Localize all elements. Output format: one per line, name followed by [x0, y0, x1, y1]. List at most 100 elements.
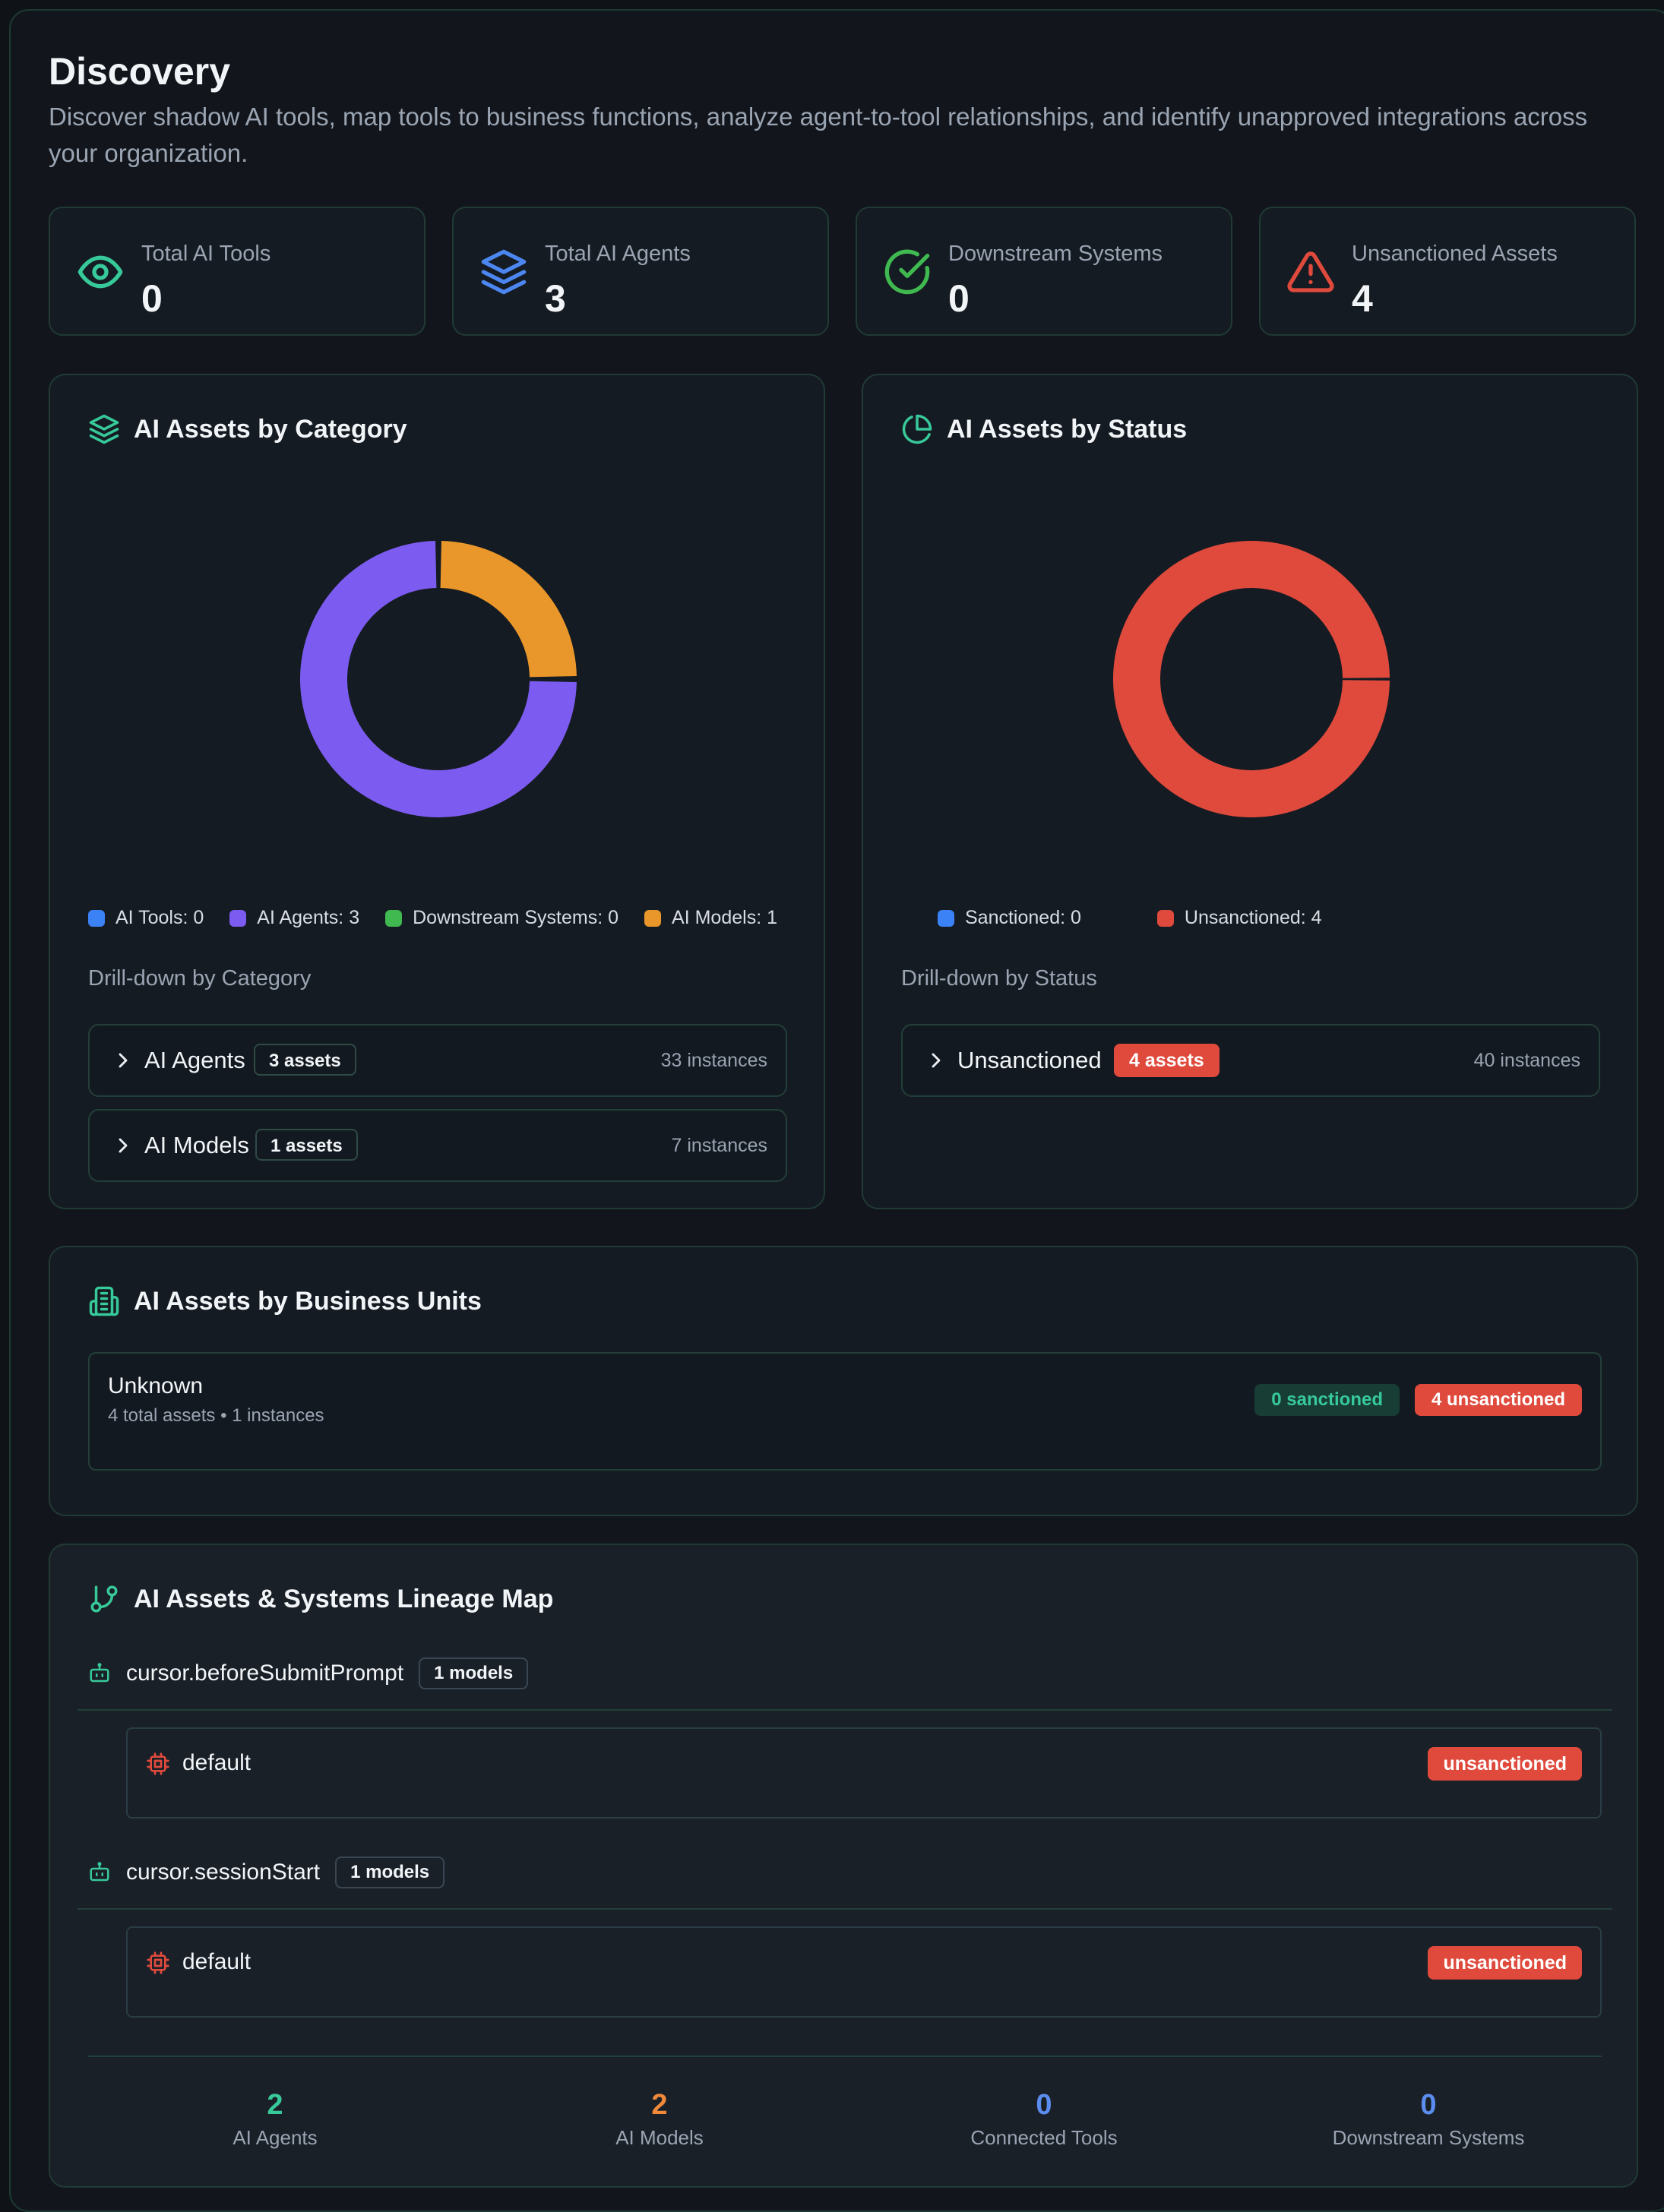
- business-unit-row[interactable]: Unknown 4 total assets • 1 instances 0 s…: [88, 1352, 1602, 1471]
- stat-label: Total AI Agents: [545, 242, 691, 266]
- stat-label: Unsanctioned Assets: [1352, 242, 1558, 266]
- drill-row-name: AI Models: [144, 1132, 249, 1158]
- status-legend: Sanctioned: 0 Unsanctioned: 4: [938, 907, 1322, 929]
- stat-value: 3: [545, 277, 566, 320]
- drill-down-label: Drill-down by Status: [901, 966, 1097, 991]
- lineage-agent-header[interactable]: cursor.sessionStart 1 models: [88, 1856, 445, 1888]
- summary-value: 0: [1420, 2089, 1437, 2121]
- divider: [78, 1908, 1612, 1910]
- model-count-badge: 1 models: [335, 1856, 445, 1888]
- git-branch-icon: [90, 1585, 118, 1613]
- model-count-badge: 1 models: [419, 1657, 529, 1689]
- legend-label: Downstream Systems: 0: [413, 907, 619, 928]
- legend-item-downstream-systems: Downstream Systems: 0: [385, 907, 618, 929]
- agent-name: cursor.sessionStart: [126, 1860, 321, 1885]
- legend-swatch: [385, 909, 403, 927]
- instance-count: 7 instances: [671, 1135, 767, 1156]
- summary-label: AI Agents: [233, 2126, 318, 2149]
- asset-count-badge: 3 assets: [254, 1044, 356, 1076]
- business-unit-summary: 4 total assets • 1 instances: [108, 1405, 324, 1426]
- eye-icon: [78, 255, 123, 289]
- summary-downstream-systems: 0 Downstream Systems: [1246, 2089, 1611, 2150]
- stat-label: Total AI Tools: [141, 242, 271, 266]
- instance-count: 40 instances: [1473, 1050, 1580, 1071]
- summary-divider: [88, 2056, 1602, 2057]
- page-header: Discovery Discover shadow AI tools, map …: [49, 49, 1614, 172]
- lineage-model-row[interactable]: default unsanctioned: [126, 1727, 1602, 1819]
- summary-label: Downstream Systems: [1332, 2126, 1525, 2149]
- discovery-page: Discovery Discover shadow AI tools, map …: [9, 9, 1664, 2212]
- drill-row-ai-agents[interactable]: AI Agents 3 assets 33 instances: [88, 1024, 787, 1097]
- legend-label: AI Models: 1: [672, 907, 777, 928]
- drill-row-unsanctioned[interactable]: Unsanctioned 4 assets 40 instances: [901, 1024, 1600, 1097]
- stat-card-total-ai-agents: Total AI Agents 3: [452, 207, 829, 336]
- page-title: Discovery: [49, 50, 231, 93]
- donut-slice-ai-agents[interactable]: [300, 541, 577, 817]
- layers-icon: [89, 414, 119, 444]
- lineage-agent-header[interactable]: cursor.beforeSubmitPrompt 1 models: [88, 1657, 529, 1689]
- panel-title-text: AI Assets by Business Units: [134, 1286, 482, 1316]
- unsanctioned-count-badge: 4 unsanctioned: [1414, 1384, 1582, 1416]
- drill-row-name: AI Agents: [144, 1047, 245, 1073]
- legend-label: AI Tools: 0: [115, 907, 204, 928]
- legend-swatch: [644, 909, 662, 927]
- check-circle-icon: [884, 249, 930, 295]
- legend-swatch: [938, 909, 954, 927]
- legend-swatch: [1156, 909, 1174, 927]
- business-unit-name: Unknown: [108, 1373, 204, 1398]
- summary-ai-agents: 2 AI Agents: [93, 2089, 457, 2150]
- cpu-icon: [147, 1951, 169, 1974]
- business-units-title: AI Assets by Business Units: [88, 1285, 482, 1317]
- stat-value: 0: [141, 277, 163, 320]
- status-panel-title: AI Assets by Status: [901, 413, 1187, 445]
- stat-value: 0: [948, 277, 970, 320]
- chevron-right-icon[interactable]: [111, 1048, 135, 1073]
- legend-item-ai-agents: AI Agents: 3: [229, 907, 359, 929]
- summary-label: AI Models: [615, 2126, 704, 2149]
- status-badge: unsanctioned: [1428, 1747, 1582, 1781]
- sanctioned-count-badge: 0 sanctioned: [1254, 1384, 1400, 1416]
- bot-icon: [90, 1862, 109, 1882]
- legend-label: Unsanctioned: 4: [1184, 907, 1322, 928]
- summary-label: Connected Tools: [970, 2126, 1118, 2149]
- business-units-panel: AI Assets by Business Units Unknown 4 to…: [49, 1246, 1638, 1516]
- donut-slice-ai-models[interactable]: [440, 541, 577, 678]
- donut-slice-unsanctioned[interactable]: [1113, 541, 1390, 817]
- legend-swatch: [88, 909, 105, 927]
- pie-chart-icon: [902, 414, 932, 444]
- category-legend: AI Tools: 0 AI Agents: 3 Downstream Syst…: [88, 907, 777, 929]
- panel-title-text: AI Assets by Status: [947, 414, 1188, 444]
- legend-label: AI Agents: 3: [257, 907, 360, 928]
- layers-icon: [481, 249, 527, 295]
- warning-triangle-icon: [1287, 251, 1334, 292]
- status-donut-chart: [1113, 541, 1390, 817]
- summary-value: 2: [651, 2089, 668, 2121]
- drill-row-ai-models[interactable]: AI Models 1 assets 7 instances: [88, 1109, 787, 1182]
- chevron-right-icon[interactable]: [111, 1133, 135, 1158]
- stat-label: Downstream Systems: [948, 242, 1163, 266]
- drill-row-name: Unsanctioned: [957, 1047, 1102, 1073]
- building-icon: [89, 1286, 119, 1316]
- agent-name: cursor.beforeSubmitPrompt: [126, 1661, 404, 1686]
- category-panel-title: AI Assets by Category: [88, 413, 407, 445]
- status-panel: AI Assets by Status Sanctioned: 0 Unsanc…: [862, 374, 1638, 1209]
- status-badge: unsanctioned: [1428, 1946, 1582, 1980]
- divider: [78, 1709, 1612, 1711]
- model-name: default: [182, 1949, 251, 1974]
- panel-title-text: AI Assets & Systems Lineage Map: [134, 1584, 554, 1613]
- cpu-icon: [147, 1752, 169, 1775]
- summary-value: 0: [1036, 2089, 1052, 2121]
- lineage-model-row[interactable]: default unsanctioned: [126, 1926, 1602, 2018]
- asset-count-badge: 4 assets: [1114, 1044, 1220, 1077]
- chevron-right-icon[interactable]: [924, 1048, 948, 1073]
- drill-down-label: Drill-down by Category: [88, 966, 312, 991]
- legend-item-sanctioned: Sanctioned: 0: [938, 907, 1081, 929]
- stat-card-downstream-systems: Downstream Systems 0: [856, 207, 1232, 336]
- legend-item-ai-tools: AI Tools: 0: [88, 907, 204, 929]
- summary-ai-models: 2 AI Models: [477, 2089, 842, 2150]
- asset-count-badge: 1 assets: [255, 1129, 358, 1161]
- category-panel: AI Assets by Category AI Tools: 0 AI Age…: [49, 374, 825, 1209]
- lineage-map-title: AI Assets & Systems Lineage Map: [88, 1583, 553, 1615]
- legend-item-unsanctioned: Unsanctioned: 4: [1156, 907, 1322, 929]
- model-name: default: [182, 1750, 251, 1775]
